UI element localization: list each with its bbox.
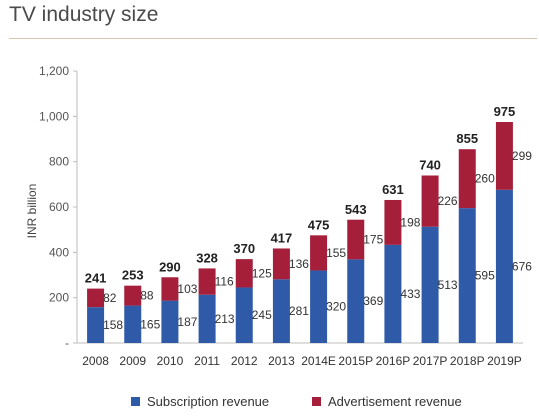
- bar-total-label: 370: [233, 241, 255, 256]
- x-tick-label: 2012: [231, 354, 258, 368]
- label-subscription: 165: [140, 317, 160, 331]
- x-tick-label: 2019P: [487, 354, 522, 368]
- bar-total-label: 328: [196, 251, 218, 266]
- label-advertisement: 175: [363, 233, 383, 247]
- label-subscription: 281: [289, 304, 309, 318]
- x-tick-label: 2010: [157, 354, 184, 368]
- label-subscription: 369: [363, 294, 383, 308]
- bar-segment-subscription: [310, 270, 328, 343]
- bar-segment-advertisement: [421, 175, 439, 227]
- label-subscription: 513: [438, 278, 458, 292]
- bar-segment-subscription: [495, 189, 513, 343]
- legend-label-subscription: Subscription revenue: [147, 394, 270, 409]
- bar-segment-advertisement: [198, 268, 216, 295]
- bar-segment-advertisement: [235, 259, 253, 288]
- chart-title: TV industry size: [9, 3, 159, 26]
- bar-segment-subscription: [347, 259, 365, 343]
- label-subscription: 433: [400, 287, 420, 301]
- x-tick-label: 2013: [268, 354, 295, 368]
- bar-segment-advertisement: [87, 288, 105, 308]
- bar-segment-subscription: [198, 294, 216, 343]
- bar-segment-subscription: [161, 300, 179, 343]
- x-tick-label: 2014E: [301, 354, 336, 368]
- label-advertisement: 125: [252, 266, 272, 280]
- bar-total-label: 290: [159, 259, 181, 274]
- bar-segment-subscription: [272, 279, 290, 343]
- legend-swatch-advertisement: [312, 397, 321, 406]
- label-advertisement: 155: [326, 246, 346, 260]
- y-tick-label: 200: [49, 291, 69, 305]
- y-tick-label: 1,200: [39, 64, 69, 78]
- legend-item-advertisement: Advertisement revenue: [312, 394, 462, 409]
- label-advertisement: 299: [512, 149, 532, 163]
- bar-total-label: 417: [271, 230, 293, 245]
- x-tick-label: 2015P: [338, 354, 373, 368]
- axes: - 200 400 600 800 1,000 1,200 INR billion 2008 20…: [25, 64, 523, 368]
- label-advertisement: 136: [289, 257, 309, 271]
- stacked-bar-chart: - 200 400 600 800 1,000 1,200 INR billion 2008 20…: [25, 64, 533, 368]
- legend-label-advertisement: Advertisement revenue: [328, 394, 462, 409]
- y-tick-label: 400: [49, 245, 69, 259]
- legend-item-subscription: Subscription revenue: [131, 394, 269, 409]
- bar-total-label: 475: [308, 217, 330, 232]
- y-tick-label: 600: [49, 200, 69, 214]
- label-advertisement: 198: [400, 215, 420, 229]
- label-subscription: 158: [103, 318, 123, 332]
- label-subscription: 595: [475, 269, 495, 283]
- x-tick-label: 2011: [194, 354, 220, 368]
- legend-swatch-subscription: [131, 397, 140, 406]
- bar-total-label: 975: [494, 104, 516, 119]
- bar-total-label: 241: [85, 270, 107, 285]
- x-tick-label: 2018P: [450, 354, 485, 368]
- label-advertisement: 103: [177, 282, 197, 296]
- x-tick-label: 2017P: [413, 354, 448, 368]
- label-advertisement: 260: [475, 172, 495, 186]
- bar-segment-subscription: [124, 305, 142, 343]
- bars: [87, 122, 513, 343]
- label-subscription: 676: [512, 259, 532, 273]
- bar-total-label: 543: [345, 202, 367, 217]
- label-subscription: 213: [215, 312, 235, 326]
- y-tick-label: 800: [49, 155, 69, 169]
- bar-total-label: 253: [122, 268, 144, 283]
- bar-total-label: 740: [419, 157, 441, 172]
- bar-segment-advertisement: [161, 277, 179, 301]
- bar-segment-advertisement: [272, 248, 290, 280]
- title-divider: [9, 38, 537, 39]
- data-labels: 158 82 241 165 88 253 187 103 290 213 116 328 245 125…: [85, 104, 533, 332]
- bar-segment-subscription: [458, 208, 476, 343]
- bar-segment-subscription: [384, 244, 402, 343]
- bar-segment-advertisement: [124, 285, 142, 306]
- bar-segment-advertisement: [347, 219, 365, 260]
- bar-segment-advertisement: [384, 199, 402, 245]
- y-tick-label: -: [65, 336, 69, 350]
- bar-segment-advertisement: [310, 235, 328, 271]
- label-advertisement: 116: [215, 275, 234, 289]
- bar-segment-subscription: [421, 226, 439, 343]
- legend: Subscription revenue Advertisement reven…: [0, 394, 539, 412]
- label-subscription: 320: [326, 300, 346, 314]
- label-advertisement: 82: [103, 291, 117, 305]
- y-tick-label: 1,000: [39, 109, 69, 123]
- label-subscription: 187: [177, 315, 197, 329]
- label-advertisement: 226: [438, 194, 458, 208]
- bar-total-label: 855: [456, 131, 478, 146]
- y-axis-label: INR billion: [25, 184, 39, 239]
- bar-segment-advertisement: [495, 122, 513, 190]
- bar-segment-advertisement: [458, 149, 476, 209]
- x-tick-label: 2008: [82, 354, 109, 368]
- x-tick-label: 2016P: [376, 354, 411, 368]
- bar-total-label: 631: [382, 182, 404, 197]
- label-subscription: 245: [252, 308, 272, 322]
- x-tick-label: 2009: [119, 354, 146, 368]
- label-advertisement: 88: [140, 289, 154, 303]
- bar-segment-subscription: [235, 287, 253, 343]
- bar-segment-subscription: [87, 307, 105, 343]
